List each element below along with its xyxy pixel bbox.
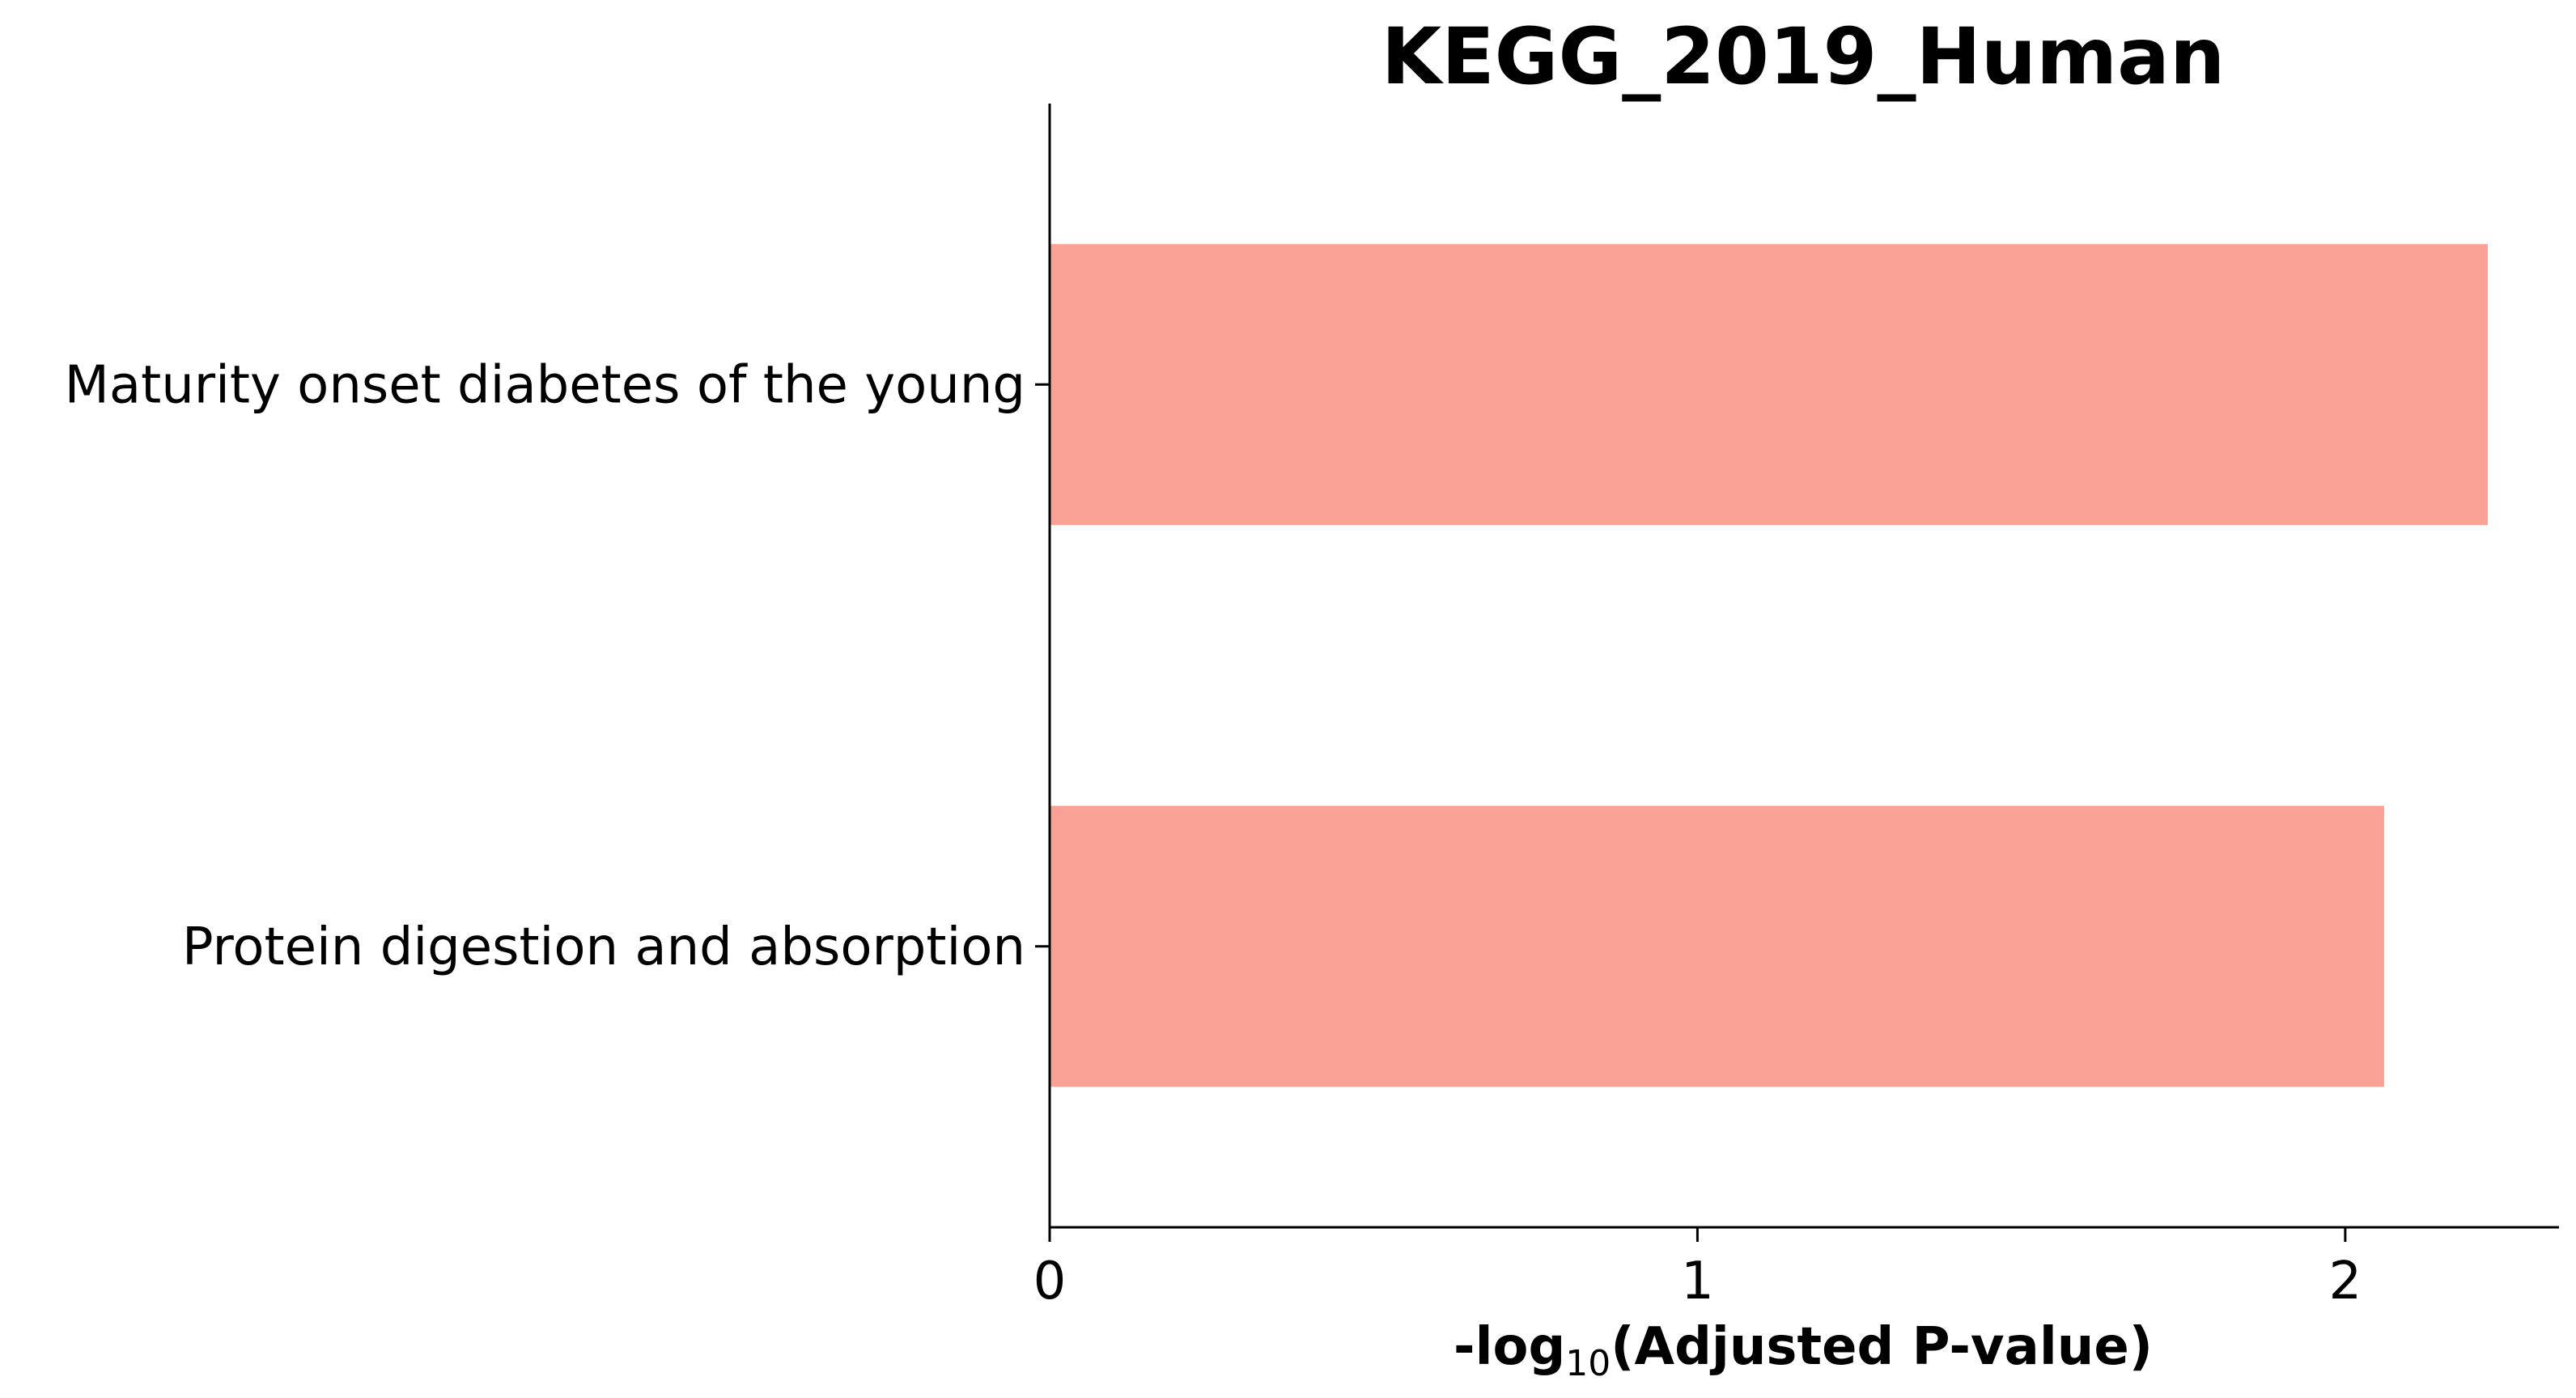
- x-axis-label-suffix: (Adjusted P-value): [1611, 1317, 2153, 1377]
- x-axis-label-prefix: -log: [1454, 1317, 1565, 1377]
- y-ticks-layer: Maturity onset diabetes of the young Prot…: [65, 355, 1050, 977]
- bar-1: [1050, 806, 2384, 1087]
- bars-layer: [1050, 244, 2488, 1087]
- x-tick-label-2: 2: [2328, 1252, 2362, 1311]
- x-ticks-layer: 0 1 2: [1033, 1227, 2362, 1311]
- bar-0: [1050, 244, 2488, 525]
- chart-title: KEGG_2019_Human: [1381, 11, 2226, 102]
- x-tick-label-0: 0: [1033, 1252, 1067, 1311]
- y-tick-label-1: Protein digestion and absorption: [182, 917, 1025, 977]
- x-axis-label: -log10(Adjusted P-value): [1454, 1317, 2153, 1384]
- x-tick-label-1: 1: [1681, 1252, 1714, 1311]
- x-axis-label-subscript: 10: [1565, 1343, 1611, 1384]
- y-tick-label-0: Maturity onset diabetes of the young: [65, 355, 1025, 415]
